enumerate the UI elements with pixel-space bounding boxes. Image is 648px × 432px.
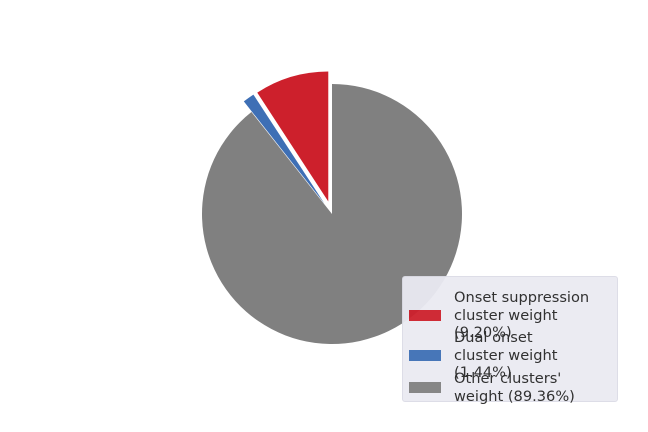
legend-label-other-clusters: Other clusters' weight (89.36%) [454,370,575,405]
legend-label-dual-onset: Dual onset cluster weight (1.44%) [454,329,558,381]
pie-slice-other-clusters [202,84,463,345]
legend-item-dual-onset: Dual onset cluster weight (1.44%) [409,329,617,382]
legend-label-onset-suppression: Onset suppression cluster weight (9.20%) [454,289,590,341]
pie-slices [202,71,463,345]
legend: Onset suppression cluster weight (9.20%)… [402,276,618,405]
legend-item-other-clusters: Other clusters' weight (89.36%) [409,370,575,405]
pie-slice-onset-suppression [257,71,329,202]
legend-item-onset-suppression: Onset suppression cluster weight (9.20%) [409,289,617,342]
legend-swatch-onset-suppression [409,309,441,321]
legend-swatch-other-clusters [409,382,441,393]
pie-slice-dual-onset [243,94,325,204]
legend-swatch-dual-onset [409,349,441,361]
